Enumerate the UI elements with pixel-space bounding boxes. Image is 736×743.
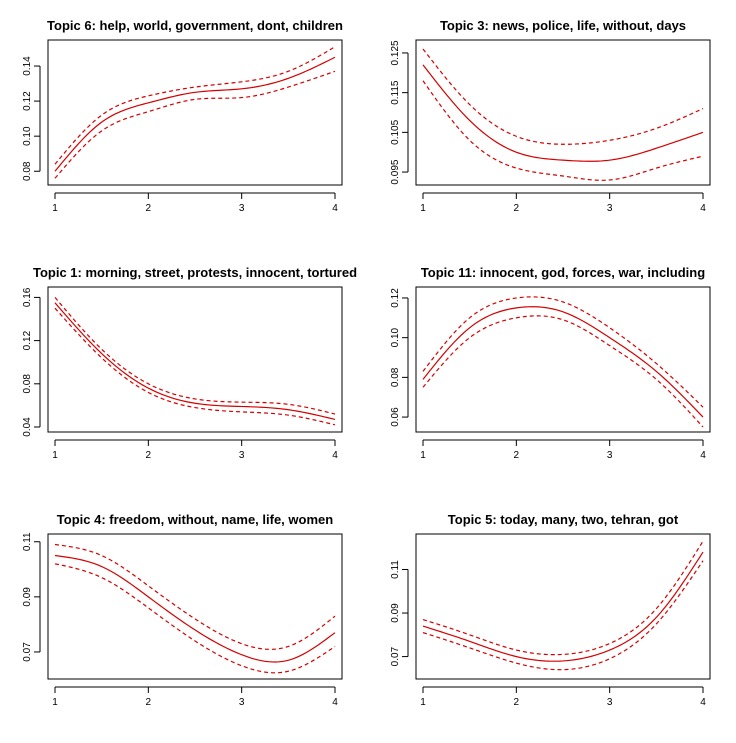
series-line-upper-bound bbox=[54, 46, 336, 165]
chart-panel-topic-1: Topic 1: morning, street, protests, inno… bbox=[0, 247, 368, 494]
series-line-lower-bound bbox=[422, 560, 704, 671]
series-line-estimate bbox=[422, 306, 704, 418]
x-tick-label: 2 bbox=[514, 697, 520, 708]
y-tick-label: 0.11 bbox=[22, 532, 33, 551]
chart-panel-topic-5: Topic 5: today, many, two, tehran, got 1 2… bbox=[368, 494, 736, 741]
chart-title: Topic 3: news, police, life, without, da… bbox=[440, 18, 686, 33]
x-tick-label: 2 bbox=[146, 203, 152, 214]
y-tick-label: 0.12 bbox=[22, 330, 33, 350]
chart-svg: Topic 3: news, police, life, without, da… bbox=[390, 18, 711, 214]
y-tick-label: 0.10 bbox=[22, 126, 33, 146]
x-tick-label: 4 bbox=[700, 697, 706, 708]
chart-svg: Topic 5: today, many, two, tehran, got 1 2… bbox=[390, 512, 711, 708]
series-line-estimate bbox=[54, 56, 336, 172]
series-line-lower-bound bbox=[54, 70, 336, 179]
y-tick-label: 0.09 bbox=[390, 603, 401, 623]
y-tick-label: 0.16 bbox=[22, 287, 33, 307]
x-tick-label: 3 bbox=[607, 203, 613, 214]
series-line-upper-bound bbox=[54, 297, 336, 415]
y-tick-label: 0.105 bbox=[390, 119, 401, 144]
x-tick-label: 4 bbox=[332, 450, 338, 461]
series-line-estimate bbox=[422, 64, 704, 162]
plot-frame bbox=[47, 286, 343, 433]
plot-frame bbox=[47, 533, 343, 680]
y-tick-label: 0.08 bbox=[22, 374, 33, 394]
series-line-estimate bbox=[54, 554, 336, 663]
x-tick-label: 3 bbox=[239, 697, 245, 708]
x-tick-label: 1 bbox=[420, 203, 426, 214]
y-tick-label: 0.08 bbox=[390, 367, 401, 387]
series-line-upper-bound bbox=[54, 543, 336, 650]
x-tick-label: 1 bbox=[52, 450, 58, 461]
plot-frame bbox=[415, 39, 711, 186]
y-tick-label: 0.04 bbox=[22, 417, 33, 437]
y-tick-label: 0.095 bbox=[390, 159, 401, 184]
plot-frame bbox=[47, 39, 343, 186]
x-tick-label: 1 bbox=[52, 697, 58, 708]
x-tick-label: 4 bbox=[700, 450, 706, 461]
chart-title: Topic 1: morning, street, protests, inno… bbox=[33, 265, 357, 280]
chart-title: Topic 6: help, world, government, dont, … bbox=[47, 18, 343, 33]
y-tick-label: 0.07 bbox=[22, 642, 33, 662]
chart-panel-topic-6: Topic 6: help, world, government, dont, … bbox=[0, 0, 368, 247]
x-tick-label: 3 bbox=[607, 450, 613, 461]
chart-svg: Topic 11: innocent, god, forces, war, in… bbox=[390, 265, 711, 461]
x-tick-label: 3 bbox=[239, 203, 245, 214]
chart-panel-topic-4: Topic 4: freedom, without, name, life, w… bbox=[0, 494, 368, 741]
plot-frame bbox=[415, 533, 711, 680]
series-line-upper-bound bbox=[422, 48, 704, 145]
y-tick-label: 0.12 bbox=[390, 288, 401, 308]
y-tick-label: 0.08 bbox=[22, 161, 33, 181]
x-tick-label: 4 bbox=[332, 697, 338, 708]
chart-panel-topic-3: Topic 3: news, police, life, without, da… bbox=[368, 0, 736, 247]
series-line-lower-bound bbox=[54, 563, 336, 674]
chart-title: Topic 4: freedom, without, name, life, w… bbox=[57, 512, 333, 527]
series-line-estimate bbox=[422, 551, 704, 662]
series-line-upper-bound bbox=[422, 540, 704, 656]
series-line-lower-bound bbox=[422, 80, 704, 181]
x-tick-label: 2 bbox=[146, 697, 152, 708]
chart-title: Topic 5: today, many, two, tehran, got bbox=[448, 512, 679, 527]
series-line-estimate bbox=[54, 302, 336, 421]
x-tick-label: 2 bbox=[146, 450, 152, 461]
y-tick-label: 0.11 bbox=[390, 560, 401, 579]
chart-svg: Topic 1: morning, street, protests, inno… bbox=[22, 265, 357, 461]
y-tick-label: 0.10 bbox=[390, 327, 401, 347]
chart-svg: Topic 4: freedom, without, name, life, w… bbox=[22, 512, 343, 708]
y-tick-label: 0.125 bbox=[390, 40, 401, 65]
series-line-upper-bound bbox=[422, 296, 704, 408]
chart-title: Topic 11: innocent, god, forces, war, in… bbox=[421, 265, 705, 280]
x-tick-label: 3 bbox=[239, 450, 245, 461]
x-tick-label: 2 bbox=[514, 203, 520, 214]
y-tick-label: 0.09 bbox=[22, 587, 33, 607]
x-tick-label: 3 bbox=[607, 697, 613, 708]
x-tick-label: 2 bbox=[514, 450, 520, 461]
y-tick-label: 0.07 bbox=[390, 646, 401, 666]
x-tick-label: 1 bbox=[52, 203, 58, 214]
series-line-lower-bound bbox=[54, 307, 336, 426]
y-tick-label: 0.06 bbox=[390, 407, 401, 427]
y-tick-label: 0.14 bbox=[22, 56, 33, 76]
series-line-lower-bound bbox=[422, 315, 704, 428]
x-tick-label: 1 bbox=[420, 697, 426, 708]
x-tick-label: 4 bbox=[332, 203, 338, 214]
chart-svg: Topic 6: help, world, government, dont, … bbox=[22, 18, 343, 214]
chart-panel-topic-11: Topic 11: innocent, god, forces, war, in… bbox=[368, 247, 736, 494]
x-tick-label: 1 bbox=[420, 450, 426, 461]
plot-frame bbox=[415, 286, 711, 433]
y-tick-label: 0.115 bbox=[390, 80, 401, 105]
x-tick-label: 4 bbox=[700, 203, 706, 214]
y-tick-label: 0.12 bbox=[22, 91, 33, 111]
